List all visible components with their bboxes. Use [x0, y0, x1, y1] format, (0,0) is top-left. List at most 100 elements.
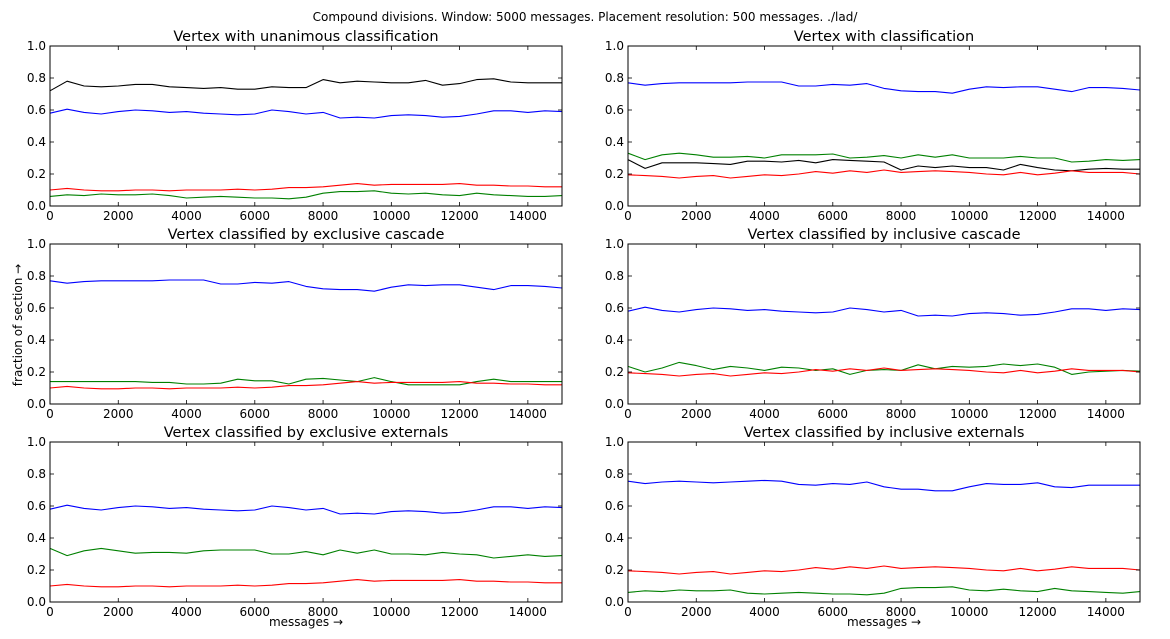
- x-tick-label: 12000: [441, 407, 479, 421]
- subplot-2: Vertex with classification 0 2000 4000 6000 8…: [605, 29, 1141, 223]
- y-tick-label: 1.0: [27, 435, 46, 449]
- series-group: [49, 504, 563, 588]
- plot-frame: [49, 45, 563, 207]
- series-line-3: [627, 586, 1141, 596]
- series-group: [627, 479, 1141, 596]
- series-line-3: [49, 381, 562, 390]
- y-axis-label: fraction of section →: [11, 264, 25, 386]
- subplot-grid: Vertex with unanimous classification 0 200…: [27, 29, 1141, 619]
- y-tick-label: 0.6: [27, 103, 46, 117]
- y-tick-label: 0.0: [605, 397, 624, 411]
- plot-frame: [49, 243, 563, 405]
- series-line-3: [627, 159, 1140, 172]
- series-line-1: [627, 479, 1140, 492]
- x-tick-label: 2000: [681, 407, 712, 421]
- y-tick-label: 0.8: [27, 467, 46, 481]
- x-tick-label: 10000: [372, 209, 410, 223]
- x-tick-label: 10000: [950, 209, 988, 223]
- x-tick-label: 0: [624, 209, 632, 223]
- x-tick-label: 0: [624, 407, 632, 421]
- subplot-6: Vertex classified by inclusive externals…: [605, 425, 1141, 619]
- x-tick-label: 8000: [886, 407, 917, 421]
- y-tick-label: 1.0: [605, 435, 624, 449]
- x-tick-label: 8000: [886, 605, 917, 619]
- series-line-2: [627, 565, 1141, 575]
- y-tick-label: 0.2: [27, 167, 46, 181]
- x-tick-label: 14000: [509, 605, 547, 619]
- series-group: [49, 279, 563, 390]
- x-tick-label: 14000: [1087, 407, 1125, 421]
- y-tick-label: 0.4: [27, 135, 46, 149]
- plot-frame: [49, 441, 563, 603]
- subplot-title: Vertex classified by exclusive cascade: [168, 227, 445, 243]
- x-tick-label: 0: [46, 605, 54, 619]
- x-tick-label: 2000: [681, 605, 712, 619]
- x-tick-label: 4000: [171, 605, 202, 619]
- x-tick-label: 8000: [308, 407, 339, 421]
- y-tick-label: 0.0: [605, 595, 624, 609]
- y-tick-label: 1.0: [605, 39, 624, 53]
- y-tick-label: 0.8: [605, 467, 624, 481]
- x-tick-label: 0: [46, 407, 54, 421]
- y-tick-label: 0.2: [605, 365, 624, 379]
- x-tick-label: 14000: [509, 209, 547, 223]
- y-tick-label: 0.0: [27, 397, 46, 411]
- x-axis-label-right: messages →: [847, 615, 921, 629]
- series-line-1: [49, 78, 562, 92]
- series-line-2: [627, 152, 1141, 163]
- series-group: [49, 78, 563, 200]
- y-tick-label: 1.0: [27, 237, 46, 251]
- y-tick-label: 0.8: [27, 71, 46, 85]
- x-tick-label: 12000: [441, 605, 479, 619]
- series-line-1: [627, 306, 1141, 317]
- subplot-3: Vertex classified by exclusive cascade 0 2…: [27, 227, 563, 421]
- x-tick-label: 6000: [818, 605, 849, 619]
- x-tick-label: 10000: [372, 605, 410, 619]
- x-tick-label: 4000: [171, 209, 202, 223]
- plot-frame: [627, 243, 1141, 405]
- y-tick-label: 0.8: [605, 269, 624, 283]
- x-tick-label: 4000: [749, 407, 780, 421]
- series-group: [627, 306, 1141, 377]
- subplot-title: Vertex classified by inclusive externals: [744, 425, 1025, 441]
- x-tick-label: 10000: [950, 407, 988, 421]
- x-tick-label: 10000: [372, 407, 410, 421]
- x-tick-label: 4000: [171, 407, 202, 421]
- y-tick-label: 0.4: [605, 135, 624, 149]
- subplot-title: Vertex with unanimous classification: [173, 29, 438, 45]
- x-tick-label: 14000: [1087, 209, 1125, 223]
- series-line-4: [49, 190, 563, 200]
- plot-frame: [627, 45, 1141, 207]
- y-tick-label: 0.2: [27, 563, 46, 577]
- x-tick-label: 2000: [103, 407, 134, 421]
- series-line-3: [49, 183, 562, 192]
- y-tick-label: 0.6: [605, 103, 624, 117]
- x-tick-label: 4000: [749, 605, 780, 619]
- x-tick-label: 2000: [103, 209, 134, 223]
- y-tick-label: 1.0: [27, 39, 46, 53]
- x-tick-label: 6000: [240, 209, 271, 223]
- y-tick-label: 0.4: [605, 531, 624, 545]
- subplot-title: Vertex with classification: [794, 29, 974, 45]
- series-line-1: [49, 504, 563, 515]
- series-line-1: [627, 81, 1141, 94]
- x-tick-label: 12000: [1019, 209, 1057, 223]
- x-tick-label: 12000: [1019, 407, 1057, 421]
- x-tick-label: 4000: [749, 209, 780, 223]
- series-line-3: [627, 367, 1141, 377]
- subplot-5: Vertex classified by exclusive externals…: [27, 425, 563, 619]
- x-tick-label: 2000: [681, 209, 712, 223]
- y-tick-label: 0.2: [605, 167, 624, 181]
- subplot-title: Vertex classified by exclusive externals: [164, 425, 449, 441]
- x-tick-label: 10000: [950, 605, 988, 619]
- x-tick-label: 0: [624, 605, 632, 619]
- y-tick-label: 0.6: [27, 301, 46, 315]
- y-tick-label: 0.0: [27, 199, 46, 213]
- series-line-4: [627, 169, 1141, 179]
- figure-suptitle: Compound divisions. Window: 5000 message…: [313, 10, 859, 24]
- x-tick-label: 12000: [1019, 605, 1057, 619]
- series-group: [627, 81, 1141, 179]
- y-tick-label: 0.4: [605, 333, 624, 347]
- x-tick-label: 6000: [818, 209, 849, 223]
- y-tick-label: 0.8: [605, 71, 624, 85]
